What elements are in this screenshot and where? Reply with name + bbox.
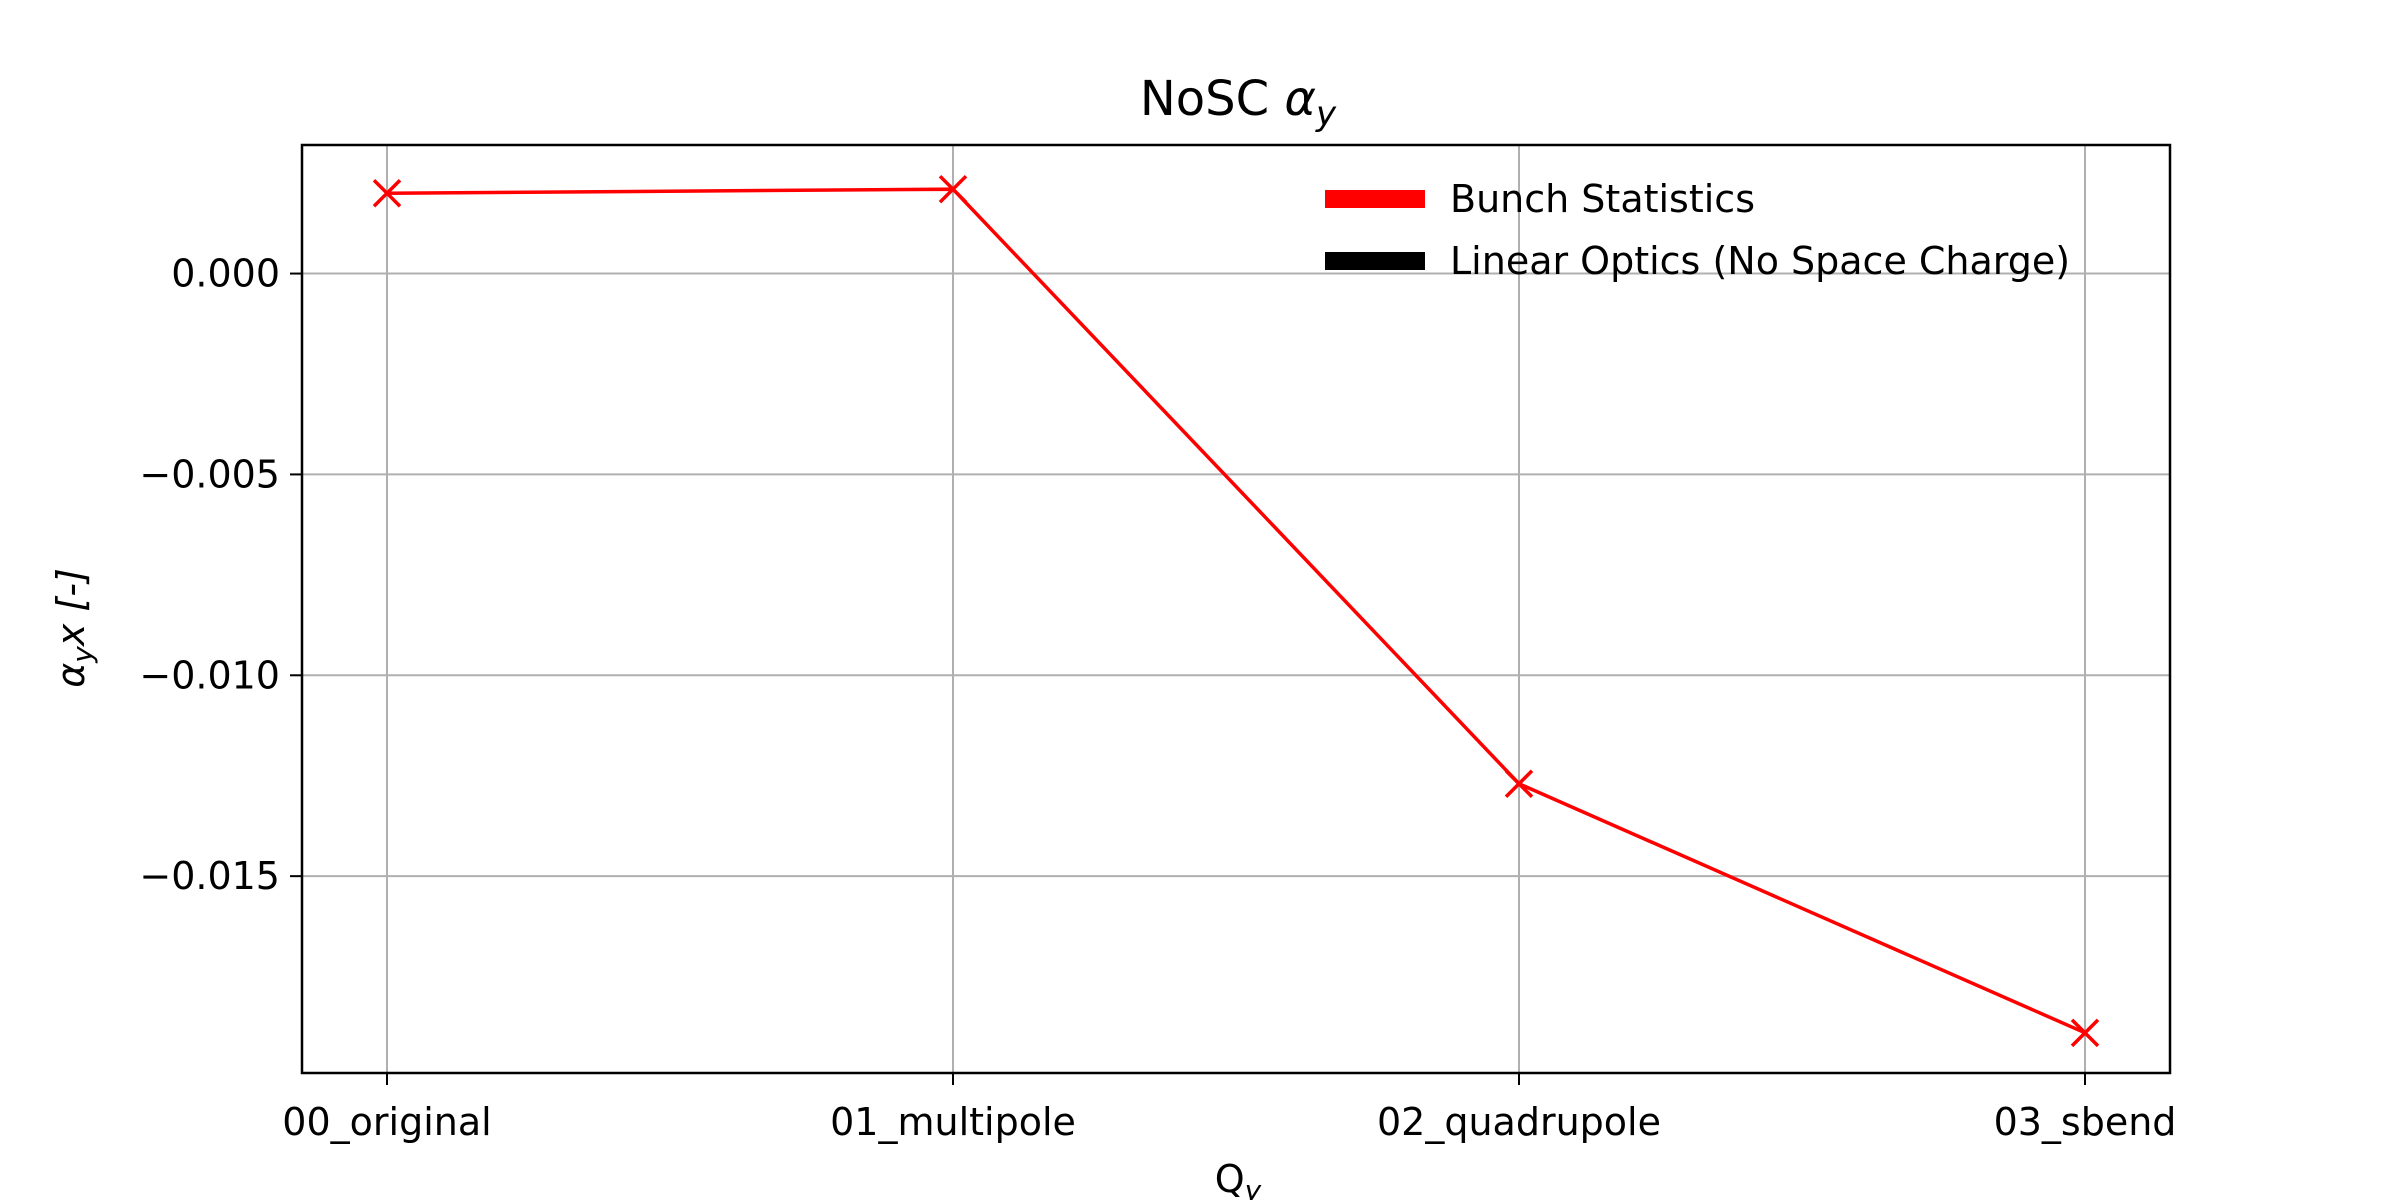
series-line xyxy=(386,187,2086,1035)
x-tick-label: 00_original xyxy=(282,1100,491,1144)
x-axis-label: Qy xyxy=(1215,1157,1262,1200)
x-axis-label-text: Q xyxy=(1215,1157,1245,1200)
x-axis: 00_original 01_multipole 02_quadrupole 03_s… xyxy=(282,1073,2176,1144)
grid xyxy=(302,145,2170,1073)
x-tick-label: 01_multipole xyxy=(830,1100,1076,1144)
chart-title: NoSC αy xyxy=(1140,71,1337,134)
chart-title-math: α xyxy=(1284,71,1316,127)
x-axis-label-sub: y xyxy=(1244,1174,1262,1200)
x-tick-label: 02_quadrupole xyxy=(1377,1100,1661,1144)
legend-label: Bunch Statistics xyxy=(1450,177,1755,221)
chart-title-text: NoSC xyxy=(1140,71,1269,127)
y-tick-label: −0.015 xyxy=(139,854,280,898)
y-axis: 0.000 −0.005 −0.010 −0.015 xyxy=(139,252,302,898)
data-point-marker xyxy=(938,174,968,204)
y-tick-label: −0.010 xyxy=(139,653,280,697)
y-axis-label-rest: x [-] xyxy=(49,568,93,647)
legend: Bunch Statistics Linear Optics (No Space … xyxy=(1325,177,2070,283)
y-tick-label: −0.005 xyxy=(139,452,280,496)
y-axis-label-math-sub: y xyxy=(66,646,99,664)
data-point-marker xyxy=(1504,769,1534,798)
series-layer xyxy=(372,174,2100,1048)
plot-frame xyxy=(300,143,2172,1075)
chart-title-math-sub: y xyxy=(1315,94,1337,134)
legend-label: Linear Optics (No Space Charge) xyxy=(1450,239,2070,283)
y-axis-label: αyx [-] xyxy=(49,568,99,688)
data-point-marker xyxy=(2070,1018,2100,1048)
data-point-marker xyxy=(372,178,402,208)
y-tick-label: 0.000 xyxy=(171,252,280,296)
x-tick-label: 03_sbend xyxy=(1994,1100,2177,1144)
y-axis-label-math: α xyxy=(49,663,93,688)
